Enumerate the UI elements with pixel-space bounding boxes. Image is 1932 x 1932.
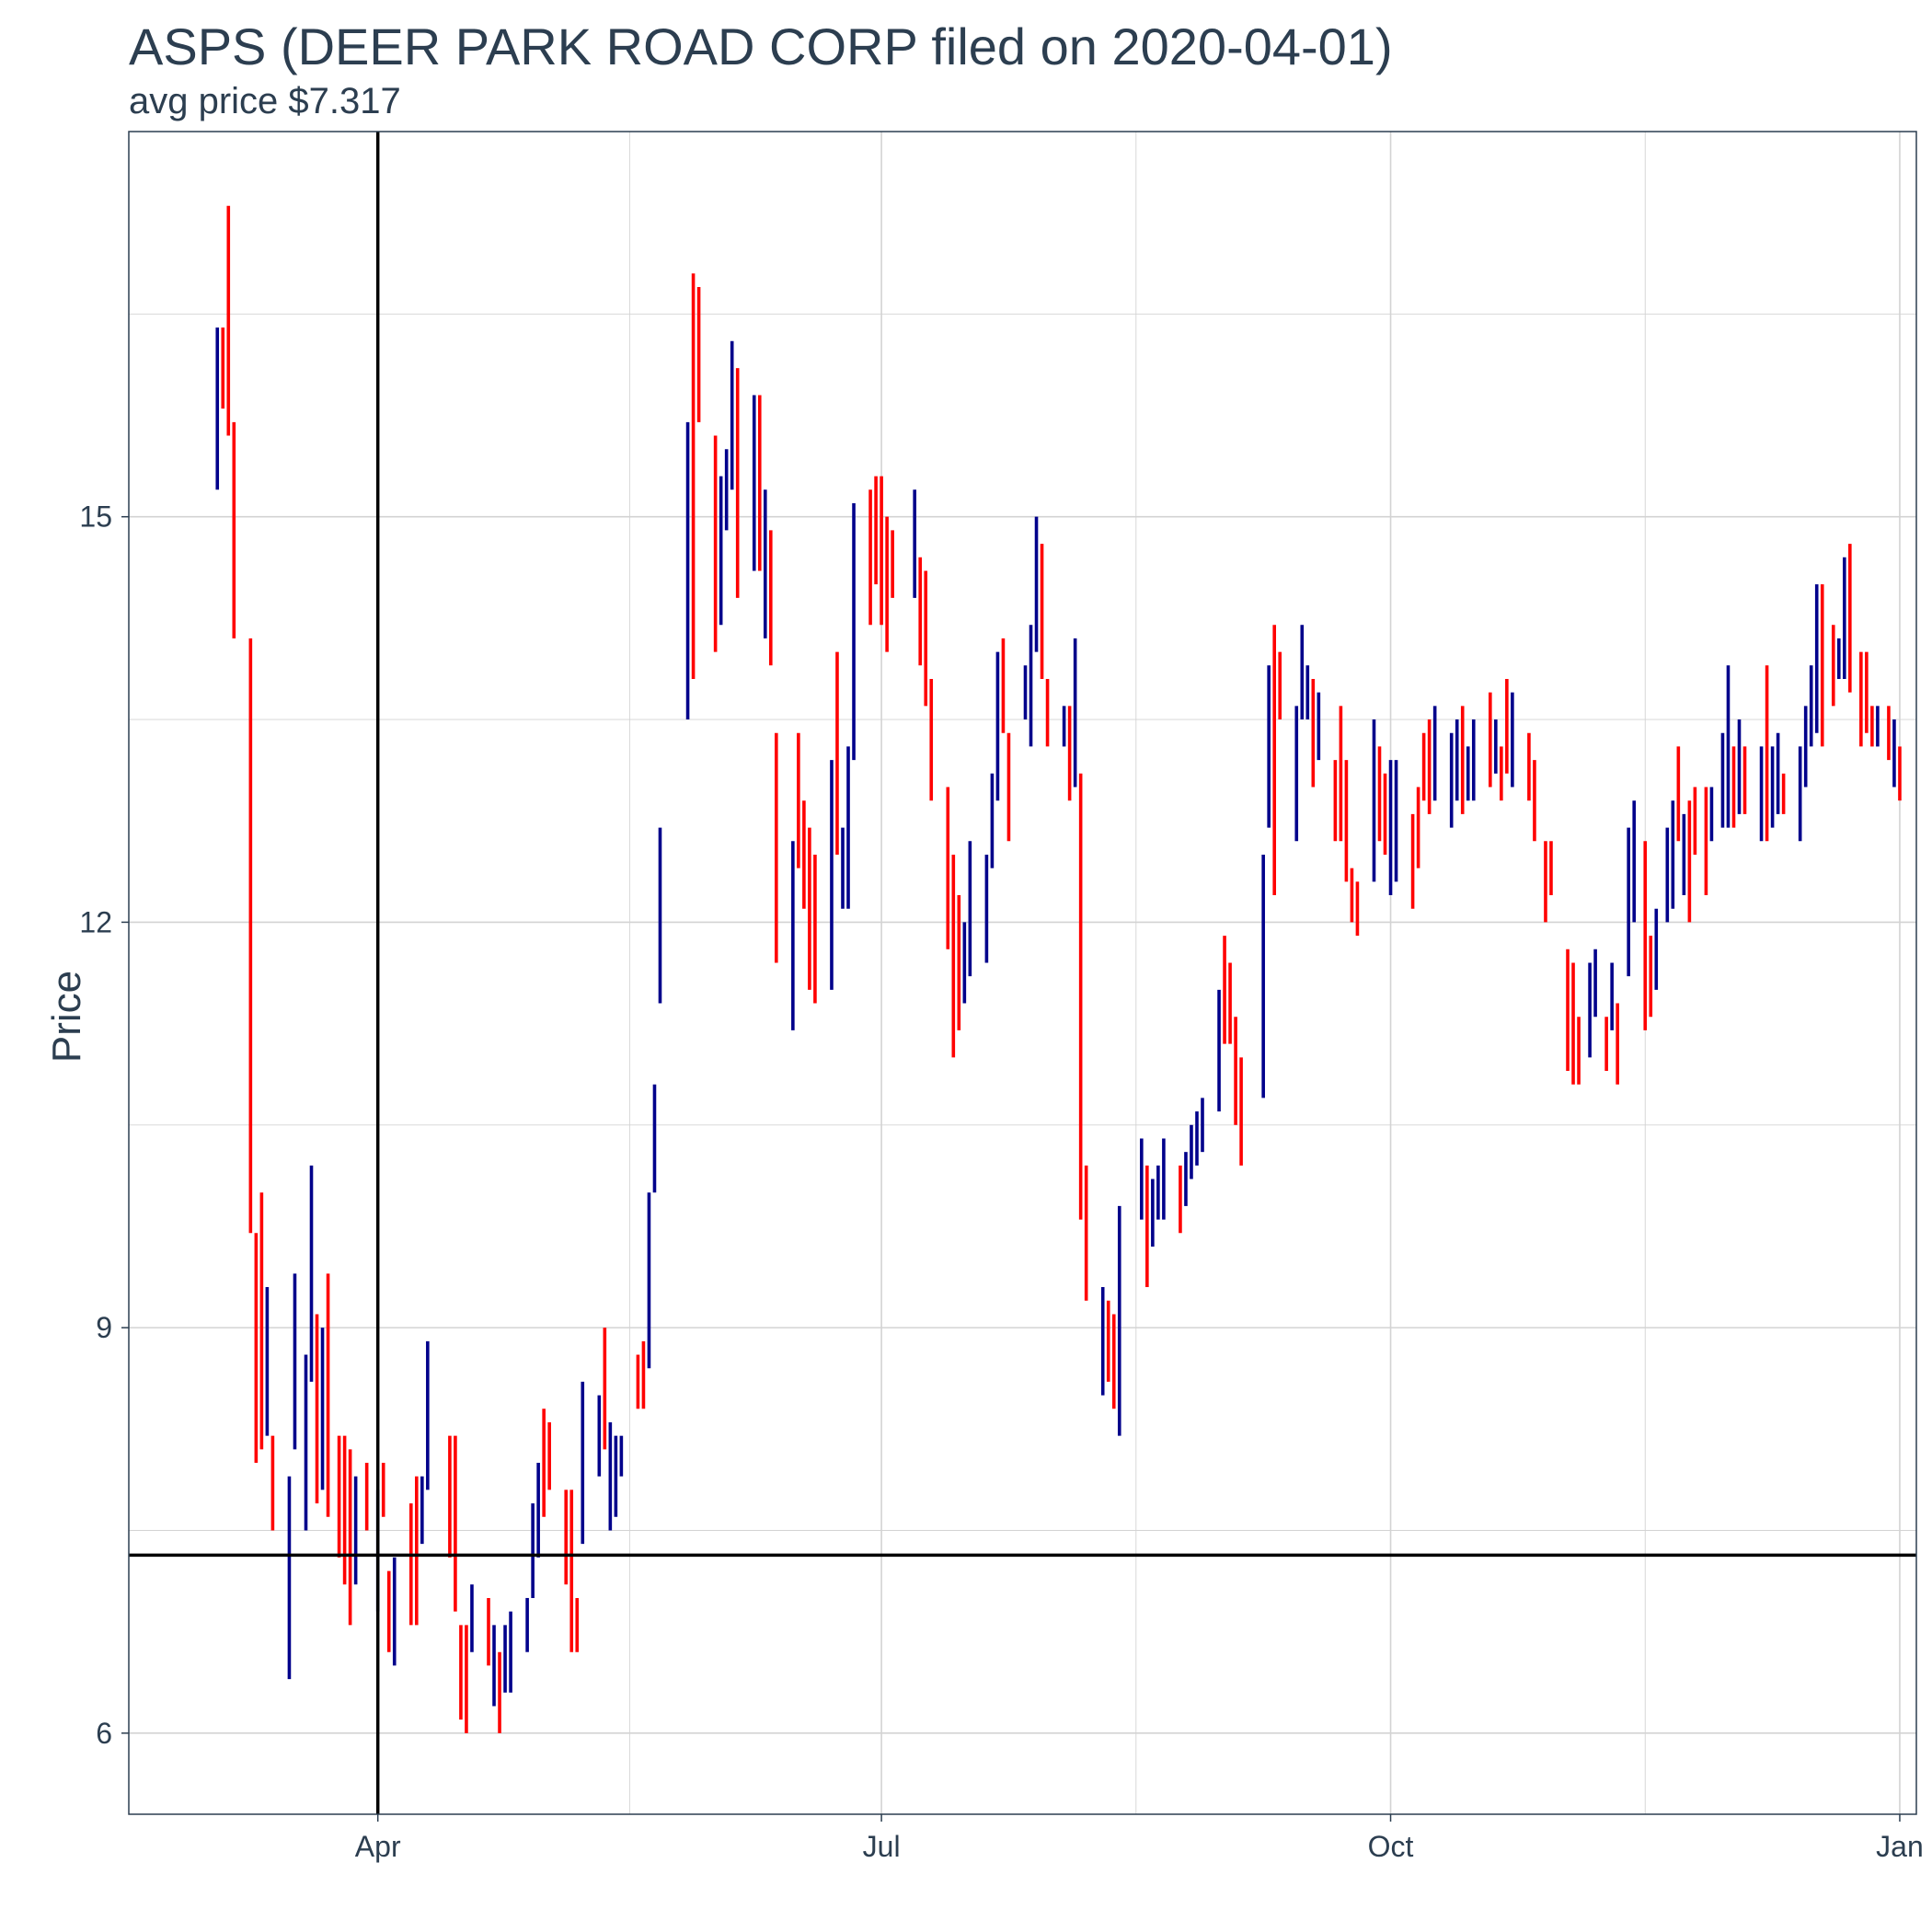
plot-border <box>128 131 1917 1815</box>
x-tick-label: Jan <box>1876 1830 1924 1863</box>
y-axis-ticks: 6 9 12 15 <box>79 500 129 1750</box>
x-tick-label: Oct <box>1368 1830 1414 1863</box>
chart-title: ASPS (DEER PARK ROAD CORP filed on 2020-… <box>129 17 1393 75</box>
grid-layer <box>129 132 1916 1814</box>
reference-lines <box>129 132 1916 1814</box>
x-axis-ticks: Apr Jul Oct Jan <box>355 1814 1924 1863</box>
y-tick-label: 9 <box>96 1311 112 1344</box>
x-tick-label: Jul <box>863 1830 901 1863</box>
y-tick-label: 6 <box>96 1717 112 1750</box>
y-tick-label: 12 <box>79 905 112 938</box>
price-bars <box>215 205 1902 1733</box>
x-tick-label: Apr <box>355 1830 401 1863</box>
chart-subtitle: avg price $7.317 <box>129 81 401 121</box>
y-tick-label: 15 <box>79 500 112 534</box>
